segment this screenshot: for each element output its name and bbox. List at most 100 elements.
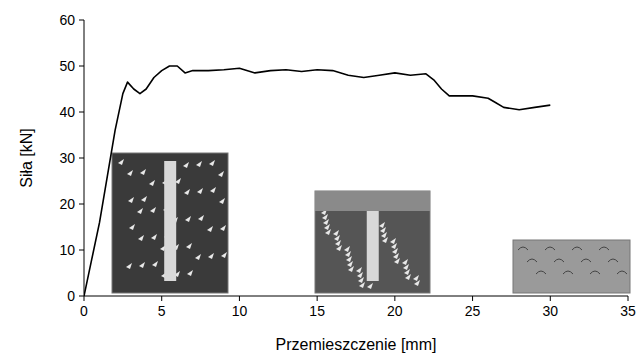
photo-detail [324,224,330,230]
photo-detail [322,214,328,220]
photo-detail [404,269,410,275]
x-tick-label: 30 [542,303,558,319]
x-tick-label: 25 [465,303,481,319]
photo-detail [536,271,546,274]
photo-detail [381,232,387,238]
photo-detail [545,247,555,250]
photo-detail [367,283,373,289]
photo-detail [184,189,190,195]
photo-detail [335,240,341,246]
photo-detail [221,252,227,258]
photo-detail [581,259,591,262]
photo-detail [393,253,399,259]
photo-detail [140,169,146,175]
photo-detail [413,275,419,281]
photo-detail [186,243,192,249]
photo-detail [138,235,144,241]
photo-detail [323,219,329,225]
photo-detail [391,243,397,249]
photo-detail [392,248,398,254]
photo [112,153,228,293]
photo-detail [220,225,226,231]
photo-detail [152,261,158,267]
photo-detail [118,159,124,165]
x-tick [84,296,85,301]
photo-detail [554,259,564,262]
x-tick-label: 20 [387,303,403,319]
x-tick [239,296,240,301]
photo-detail [334,235,340,241]
photo-detail [218,171,224,177]
photo-frame [315,191,430,293]
photo-detail [137,208,143,214]
y-tick [79,20,84,21]
photo-detail [348,266,354,272]
photo-detail [315,191,430,211]
photo-detail [150,207,156,213]
photo-detail [563,271,573,274]
y-tick [79,112,84,113]
photo-detail [357,272,363,278]
photo-detail [402,259,408,265]
photo-detail [599,247,609,250]
x-tick-label: 0 [80,303,88,319]
photo-detail [394,258,400,264]
photo-detail [414,280,420,286]
y-tick-label: 40 [59,104,75,120]
photo-detail [590,271,600,274]
photo-detail [185,216,191,222]
x-tick-label: 5 [158,303,166,319]
photo-detail [208,253,214,259]
photo-detail [572,247,582,250]
photo-detail [149,180,155,186]
photo-detail [196,161,202,167]
photo-detail [405,274,411,280]
x-tick-label: 35 [620,303,636,319]
photo-detail [164,161,176,281]
photo-detail [128,197,134,203]
photo-detail [151,234,157,240]
x-axis [84,296,628,297]
photo-detail [359,282,365,288]
photo-detail [358,277,364,283]
photo-detail [210,187,216,193]
photo-detail [617,271,627,274]
photo-detail [379,222,385,228]
x-tick [472,296,473,301]
photo-detail [527,259,537,262]
y-tick [79,66,84,67]
photo-detail [367,209,379,281]
y-tick [79,204,84,205]
photo-detail [333,230,339,236]
y-tick-label: 30 [59,150,75,166]
y-tick-label: 10 [59,242,75,258]
photo-detail [219,198,225,204]
y-tick-label: 60 [59,12,75,28]
photo-detail [382,237,388,243]
photo-detail [126,263,132,269]
photo-detail [336,245,342,251]
photo-frame [112,153,228,293]
y-tick [79,296,84,297]
y-tick [79,158,84,159]
photo-detail [608,259,618,262]
photo-detail [127,170,133,176]
photo-detail [198,215,204,221]
photo-detail [209,160,215,166]
photo-detail [345,251,351,257]
x-tick [161,296,162,301]
photo-frame [513,240,630,293]
x-tick-label: 10 [232,303,248,319]
y-tick [79,250,84,251]
photo-detail [139,262,145,268]
photo-detail [380,227,386,233]
photo-detail [347,261,353,267]
y-tick-label: 20 [59,196,75,212]
photo-detail [207,226,213,232]
photo-detail [518,247,528,250]
photo [315,191,430,293]
photo-detail [129,224,135,230]
x-tick-label: 15 [309,303,325,319]
photo-detail [197,188,203,194]
x-tick [317,296,318,301]
